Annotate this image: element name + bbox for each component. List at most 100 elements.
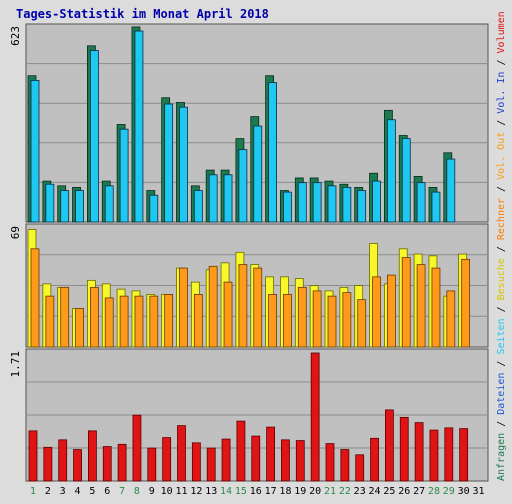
x-tick-label: 26 <box>398 486 410 497</box>
bar-seiten <box>149 194 159 223</box>
legend-entry: Dateien <box>496 373 507 415</box>
x-tick-label: 11 <box>175 486 187 497</box>
bar-seiten <box>208 174 218 223</box>
x-tick-label: 23 <box>354 486 366 497</box>
bar-volumen <box>459 428 469 482</box>
x-tick-label: 7 <box>119 486 125 497</box>
bar-volumen <box>399 416 409 482</box>
bar-volumen <box>370 437 379 482</box>
bar-volumen <box>177 425 186 482</box>
x-tick-label: 18 <box>279 486 291 497</box>
x-tick-label: 22 <box>339 486 351 497</box>
bar-volumen <box>58 439 68 482</box>
bar-volumen <box>384 409 394 482</box>
panel-top-ymax-label: 623 <box>9 26 22 46</box>
bar-rechner <box>342 292 352 348</box>
bar-seiten <box>90 50 99 223</box>
x-tick-label: 17 <box>265 486 277 497</box>
bar-volumen <box>73 449 82 482</box>
bar-rechner <box>297 286 307 348</box>
bar-seiten <box>327 185 337 223</box>
x-tick-label: 3 <box>60 486 66 497</box>
bar-volumen <box>132 414 142 482</box>
bar-rechner <box>446 290 456 348</box>
bar-rechner <box>431 267 441 348</box>
legend-entry: / <box>496 240 507 258</box>
bar-seiten <box>104 185 114 223</box>
bar-volumen <box>147 447 157 482</box>
bar-rechner <box>401 257 411 348</box>
bar-volumen <box>206 447 216 482</box>
bar-rechner <box>416 264 426 348</box>
bar-seiten <box>119 128 129 223</box>
x-tick-label: 4 <box>75 486 81 497</box>
bar-rechner <box>45 295 55 348</box>
bar-rechner <box>461 258 471 348</box>
bar-seiten <box>238 149 248 223</box>
bar-volumen <box>444 427 454 482</box>
x-tick-label: 15 <box>235 486 247 497</box>
bar-rechner <box>327 295 337 348</box>
legend-entry: / <box>496 415 507 433</box>
bar-rechner <box>372 276 381 348</box>
x-tick-label: 24 <box>369 486 381 497</box>
x-tick-label: 14 <box>220 486 232 497</box>
bar-rechner <box>60 286 70 348</box>
bar-volumen <box>340 449 350 482</box>
x-tick-label: 13 <box>205 486 217 497</box>
bar-seiten <box>134 30 144 223</box>
bar-rechner <box>104 297 114 348</box>
bar-seiten <box>297 182 307 223</box>
bar-seiten <box>342 186 352 223</box>
chart-title: Tages-Statistik im Monat April 2018 <box>16 7 269 21</box>
bar-seiten <box>268 82 278 223</box>
x-tick-label: 10 <box>161 486 173 497</box>
legend-entry: / <box>496 355 507 373</box>
bar-volumen <box>310 352 320 482</box>
bar-seiten <box>45 183 55 223</box>
legend-entry: Rechner <box>496 198 507 240</box>
bar-rechner <box>386 274 396 348</box>
bar-rechner <box>238 264 248 348</box>
bar-volumen <box>117 443 127 482</box>
bar-volumen <box>251 435 261 482</box>
bar-rechner <box>193 293 203 348</box>
x-tick-label: 8 <box>134 486 140 497</box>
bar-seiten <box>372 180 381 223</box>
bar-rechner <box>90 286 99 348</box>
bar-seiten <box>386 119 396 223</box>
x-tick-label: 20 <box>309 486 321 497</box>
bar-rechner <box>30 248 40 348</box>
x-tick-label: 5 <box>89 486 95 497</box>
legend-entry: / <box>496 53 507 71</box>
legend-entry: / <box>496 180 507 198</box>
bar-volumen <box>43 446 53 482</box>
x-tick-label: 31 <box>472 486 484 497</box>
bar-volumen <box>325 443 335 482</box>
bar-rechner <box>312 290 322 348</box>
bar-volumen <box>88 430 97 482</box>
bar-rechner <box>223 281 233 348</box>
bar-seiten <box>416 182 426 223</box>
bar-seiten <box>223 174 233 223</box>
bar-seiten <box>193 190 203 223</box>
legend-entry: Seiten <box>496 318 507 354</box>
x-tick-label: 19 <box>294 486 306 497</box>
panel-bottom-ymax-label: 1.71 <box>9 351 22 378</box>
bar-seiten <box>30 80 40 223</box>
x-tick-label: 29 <box>443 486 455 497</box>
panel-mid-ymax-label: 69 <box>9 226 22 239</box>
bar-volumen <box>414 422 424 482</box>
x-tick-label: 25 <box>383 486 395 497</box>
x-tick-label: 9 <box>149 486 155 497</box>
bar-rechner <box>268 293 278 348</box>
bar-seiten <box>179 106 188 223</box>
right-legend: Anfragen / Dateien / Seiten / Besuche / … <box>496 11 507 481</box>
bar-rechner <box>208 265 218 348</box>
bar-seiten <box>253 125 263 223</box>
bar-seiten <box>75 190 84 223</box>
bar-volumen <box>162 437 172 482</box>
bar-volumen <box>221 438 231 482</box>
legend-entry: Anfragen <box>496 433 507 481</box>
